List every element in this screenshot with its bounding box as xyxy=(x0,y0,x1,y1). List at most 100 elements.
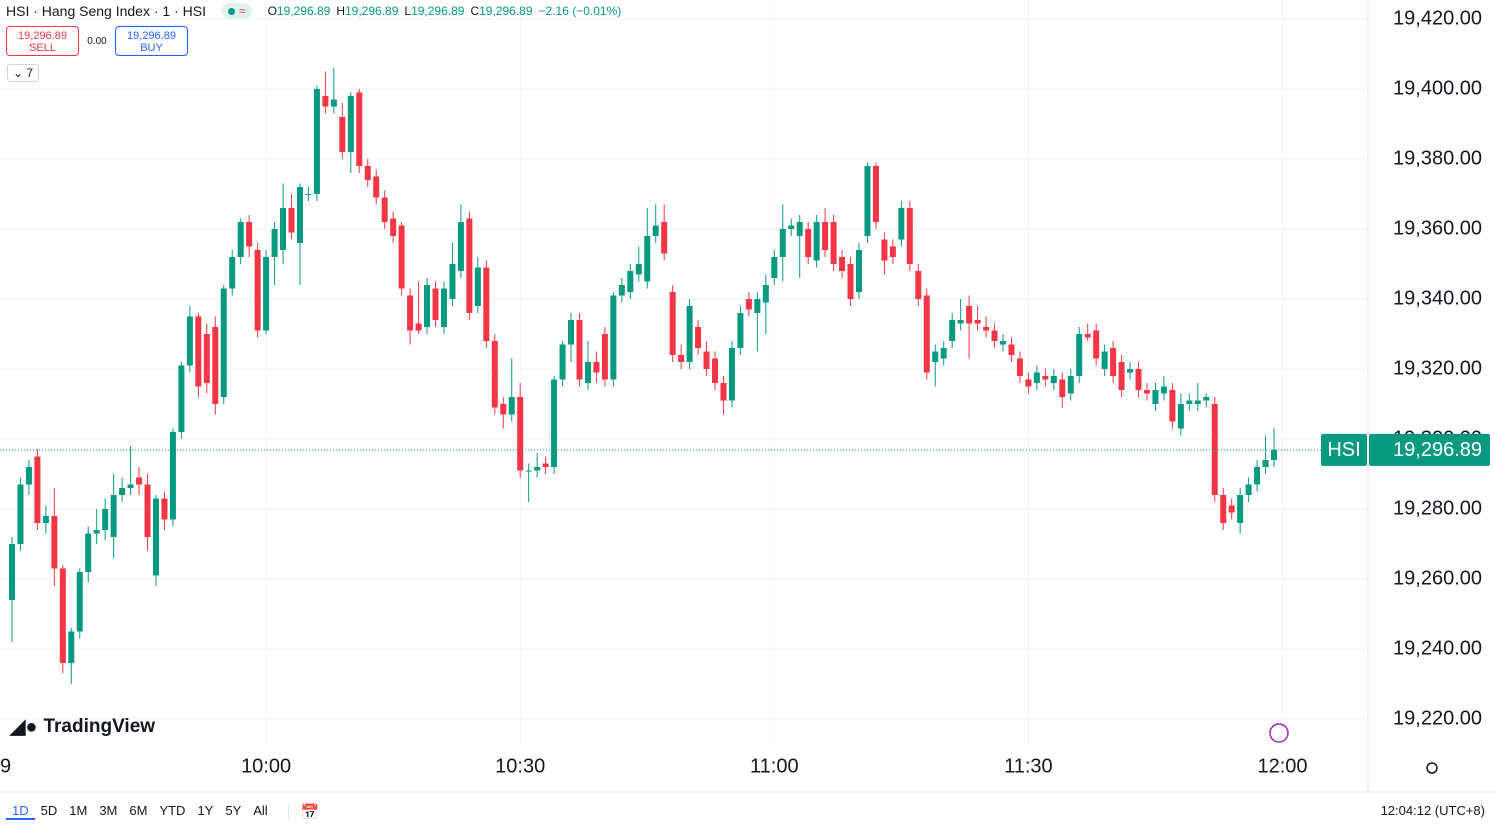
range-button[interactable]: 6M xyxy=(129,803,148,818)
candle-body xyxy=(59,568,66,663)
indicator-toggle[interactable]: ⌄ 7 xyxy=(7,64,40,82)
symbol-tag-bg xyxy=(1321,433,1367,466)
candle-body xyxy=(974,320,981,324)
candle-body xyxy=(949,320,956,341)
candle-body xyxy=(1245,484,1252,495)
candle-body xyxy=(517,397,524,471)
y-tick-label: 19,240.00 xyxy=(1393,637,1482,659)
range-button[interactable]: 5D xyxy=(40,803,58,818)
candle-body xyxy=(280,208,287,250)
candle-body xyxy=(305,194,312,195)
candle-body xyxy=(212,327,219,404)
y-tick-label: 19,280.00 xyxy=(1393,497,1482,519)
candle-body xyxy=(568,320,575,345)
legend-item: C19,296.89 xyxy=(470,4,532,18)
header: HSI · Hang Seng Index · 1 · HSI ≈ O19,29… xyxy=(6,3,621,19)
candle-body xyxy=(93,530,100,534)
candle-body xyxy=(1127,369,1134,373)
candle-body xyxy=(85,533,92,572)
candle-body xyxy=(856,250,862,292)
status-badge[interactable]: ≈ xyxy=(221,3,252,19)
price-tag: 19,296.89 xyxy=(1393,439,1482,461)
candle-body xyxy=(822,222,829,250)
range-buttons: 1D 5D 1M 3M 6M YTD 1Y 5Y All xyxy=(6,803,274,820)
candle-body xyxy=(788,225,795,229)
candle-body xyxy=(1084,334,1091,338)
candle-body xyxy=(415,323,422,331)
legend-value: 19,296.89 xyxy=(479,4,533,18)
candle-body xyxy=(805,229,812,257)
candle-body xyxy=(508,397,515,415)
candle-body xyxy=(407,295,414,331)
candle-body xyxy=(356,92,363,166)
candle-body xyxy=(737,313,744,348)
candle-body xyxy=(686,306,693,362)
candle-body xyxy=(322,96,329,107)
candle-body xyxy=(127,484,134,488)
candle-body xyxy=(923,295,930,373)
candle-body xyxy=(449,264,456,299)
candle-body xyxy=(754,299,761,313)
candle-body xyxy=(652,225,659,236)
candle-body xyxy=(1194,400,1201,404)
candle-body xyxy=(440,288,447,327)
candle-body xyxy=(610,295,617,380)
candle-body xyxy=(966,306,973,324)
candle-body xyxy=(1042,376,1049,380)
candle-body xyxy=(313,89,320,194)
candle-body xyxy=(1033,372,1040,383)
candle-body xyxy=(1008,344,1015,355)
candle-body xyxy=(728,348,735,401)
candle-body xyxy=(229,257,236,289)
sell-label: SELL xyxy=(29,42,56,54)
candle-body xyxy=(983,327,990,331)
flash-icon xyxy=(1269,723,1289,743)
candle-body xyxy=(203,334,210,383)
range-button[interactable]: 1M xyxy=(69,803,88,818)
range-button[interactable]: YTD xyxy=(159,803,186,818)
legend-item: H19,296.89 xyxy=(336,4,398,18)
candle-body xyxy=(1050,376,1057,383)
trade-panel: 19,296.89 SELL 0.00 19,296.89 BUY xyxy=(6,26,188,56)
sell-button[interactable]: 19,296.89 SELL xyxy=(6,26,79,56)
buy-label: BUY xyxy=(140,42,163,54)
candle-body xyxy=(864,166,871,236)
candle-body xyxy=(178,365,185,432)
symbol[interactable]: HSI · Hang Seng Index · 1 · HSI xyxy=(6,3,206,19)
candle-body xyxy=(661,222,668,254)
clock[interactable]: 12:04:12 (UTC+8) xyxy=(1380,803,1485,818)
candle-body xyxy=(51,516,58,569)
buy-button[interactable]: 19,296.89 BUY xyxy=(115,26,188,56)
ohlc-legend: O19,296.89 H19,296.89 L19,296.89 C19,296.89… xyxy=(268,4,622,18)
candle-body xyxy=(559,344,566,380)
candle-body xyxy=(1110,348,1117,376)
candle-body xyxy=(398,225,405,289)
range-button[interactable]: 1Y xyxy=(197,803,214,818)
x-tick-label: 9 xyxy=(0,755,11,777)
y-tick-label: 19,400.00 xyxy=(1393,77,1482,99)
candle-body xyxy=(246,222,253,247)
range-button[interactable]: 5Y xyxy=(225,803,242,818)
candle-body xyxy=(932,351,939,362)
candle-body xyxy=(847,264,854,299)
candle-body xyxy=(330,99,337,107)
range-button[interactable]: 3M xyxy=(99,803,118,818)
date-range-icon[interactable]: 📅 xyxy=(287,802,319,821)
candle-body xyxy=(1093,330,1100,359)
candle-body xyxy=(889,246,896,257)
candle-body xyxy=(1101,351,1108,369)
candle-body xyxy=(720,383,727,401)
range-button[interactable]: All xyxy=(253,803,268,818)
candle-body xyxy=(17,484,24,544)
legend-value: 19,296.89 xyxy=(276,4,331,18)
logo-text: TradingView xyxy=(43,715,156,737)
candle-body xyxy=(237,222,244,257)
legend-item: L19,296.89 xyxy=(404,4,464,18)
x-tick-label: 11:30 xyxy=(1004,755,1053,777)
candle-body xyxy=(186,316,193,366)
candle-body xyxy=(161,498,168,520)
y-tick-label: 19,420.00 xyxy=(1393,7,1482,29)
range-button[interactable]: 1D xyxy=(6,803,35,820)
candle-body xyxy=(373,176,380,198)
